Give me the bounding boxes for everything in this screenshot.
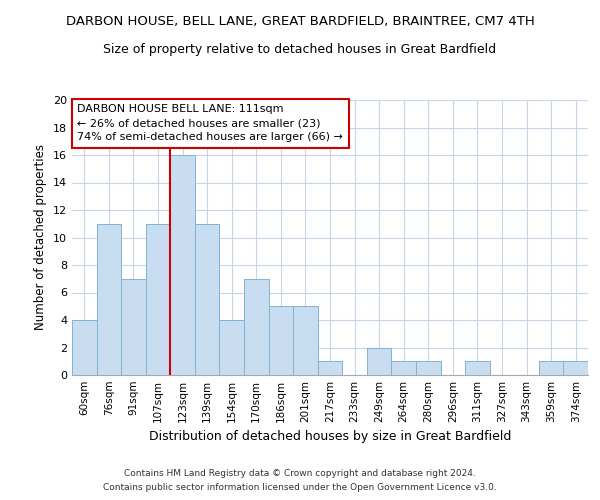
Bar [416,361,440,375]
Bar [269,306,293,375]
Bar [539,361,563,375]
Y-axis label: Number of detached properties: Number of detached properties [34,144,47,330]
Text: DARBON HOUSE BELL LANE: 111sqm
← 26% of detached houses are smaller (23)
74% of : DARBON HOUSE BELL LANE: 111sqm ← 26% of … [77,104,343,142]
X-axis label: Distribution of detached houses by size in Great Bardfield: Distribution of detached houses by size … [149,430,511,444]
Bar [391,361,416,375]
Bar [220,320,244,375]
Bar [367,348,391,375]
Bar [195,224,220,375]
Bar [293,306,318,375]
Bar [97,224,121,375]
Bar [465,361,490,375]
Bar [170,155,195,375]
Text: DARBON HOUSE, BELL LANE, GREAT BARDFIELD, BRAINTREE, CM7 4TH: DARBON HOUSE, BELL LANE, GREAT BARDFIELD… [65,15,535,28]
Bar [563,361,588,375]
Text: Contains HM Land Registry data © Crown copyright and database right 2024.: Contains HM Land Registry data © Crown c… [124,468,476,477]
Text: Contains public sector information licensed under the Open Government Licence v3: Contains public sector information licen… [103,484,497,492]
Bar [244,279,269,375]
Text: Size of property relative to detached houses in Great Bardfield: Size of property relative to detached ho… [103,42,497,56]
Bar [318,361,342,375]
Bar [146,224,170,375]
Bar [121,279,146,375]
Bar [72,320,97,375]
